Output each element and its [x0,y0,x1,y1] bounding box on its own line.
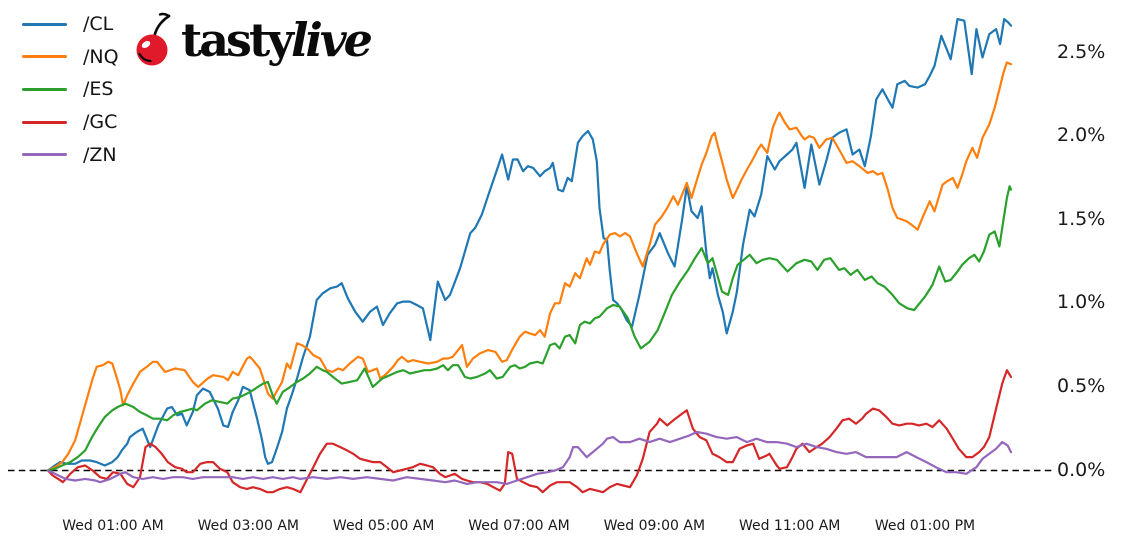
series-line-zn [46,430,1013,485]
tastylive-logo: tastylive [127,11,373,67]
legend-item-zn: /ZN [22,138,119,171]
legend-label-cl: /CL [83,13,114,36]
y-tick-label: 1.0% [1057,291,1106,314]
series-line-gc [46,369,1013,494]
x-tick-label: Wed 01:00 PM [874,518,976,534]
legend-item-gc: /GC [22,106,119,139]
logo-text-live: live [290,13,373,67]
zn-line-swatch [22,153,67,157]
legend: /CL /NQ /ES /GC /ZN [22,8,119,171]
es-line-swatch [22,87,67,91]
legend-label-es: /ES [83,78,114,101]
legend-item-nq: /NQ [22,41,119,74]
legend-label-zn: /ZN [83,143,117,166]
cherry-icon [136,12,171,66]
y-tick-label: 1.5% [1057,207,1106,230]
gc-line-swatch [22,120,67,124]
legend-item-es: /ES [22,73,119,106]
y-tick-label: 0.5% [1057,374,1106,397]
legend-item-cl: /CL [22,8,119,41]
x-tick-label: Wed 01:00 AM [62,518,164,534]
legend-label-nq: /NQ [83,45,119,68]
series-line-cl [46,18,1013,472]
series-line-nq [46,61,1013,472]
y-tick-label: 0.0% [1057,458,1106,481]
x-tick-label: Wed 11:00 AM [738,518,841,534]
legend-label-gc: /GC [83,111,118,134]
cl-line-swatch [22,22,67,26]
x-tick-label: Wed 03:00 AM [197,518,300,534]
logo-wordmark: tastylive [181,17,373,63]
logo-text-tasty: tasty [181,13,294,67]
x-tick-label: Wed 07:00 AM [468,518,570,534]
y-tick-label: 2.5% [1057,40,1106,63]
x-tick-label: Wed 09:00 AM [603,518,706,534]
series-line-es [46,185,1013,472]
nq-line-swatch [22,55,67,59]
x-tick-label: Wed 05:00 AM [332,518,435,534]
y-tick-label: 2.0% [1057,124,1106,147]
